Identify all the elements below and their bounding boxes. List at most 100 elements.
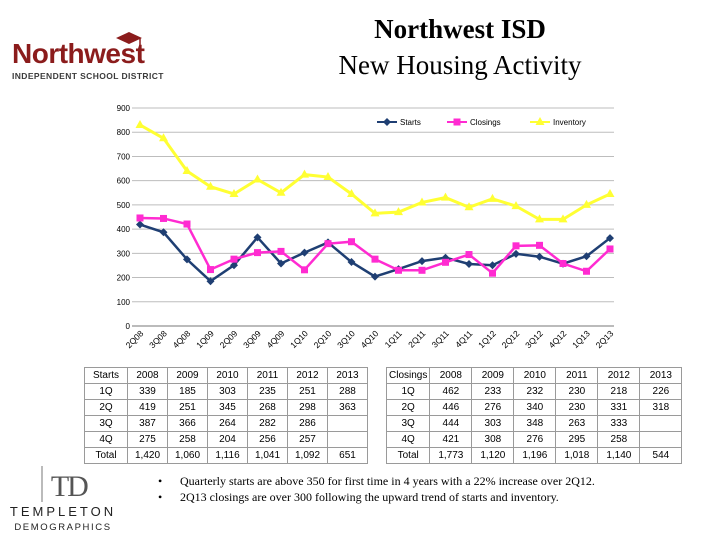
table-cell: 288 bbox=[327, 383, 368, 400]
demographics-word: DEMOGRAPHICS bbox=[14, 522, 112, 533]
data-point bbox=[441, 192, 450, 201]
y-tick-label: 600 bbox=[117, 177, 131, 186]
data-point bbox=[418, 266, 426, 274]
y-tick-label: 0 bbox=[126, 322, 131, 331]
data-point bbox=[371, 255, 379, 263]
data-point bbox=[348, 238, 355, 246]
table-cell: 2012 bbox=[597, 367, 641, 384]
table-cell: 2009 bbox=[471, 367, 515, 384]
note-text: 2Q13 closings are over 300 following the… bbox=[180, 490, 559, 504]
data-point bbox=[489, 269, 496, 277]
data-point bbox=[394, 207, 403, 216]
table-cell bbox=[639, 431, 683, 448]
table-row: 2Q 419 251 345 268 298 363 bbox=[84, 399, 368, 416]
data-point bbox=[207, 266, 214, 274]
table-cell: 1,041 bbox=[247, 447, 288, 464]
x-tick-label: 3Q12 bbox=[523, 328, 545, 350]
table-cell: 2013 bbox=[639, 367, 683, 384]
data-point bbox=[159, 228, 168, 237]
table-cell: 1,196 bbox=[513, 447, 557, 464]
data-point bbox=[511, 201, 521, 210]
table-cell: 366 bbox=[167, 415, 208, 432]
legend-item: Starts bbox=[377, 118, 421, 127]
table-cell: 226 bbox=[639, 383, 683, 400]
table-cell: 544 bbox=[639, 447, 683, 464]
note-item: • 2Q13 closings are over 300 following t… bbox=[140, 489, 710, 505]
table-cell: 264 bbox=[207, 415, 248, 432]
table-cell: 256 bbox=[247, 431, 288, 448]
x-tick-label: 2Q12 bbox=[500, 328, 522, 350]
table-cell: 2Q bbox=[84, 399, 128, 416]
table-cell: 286 bbox=[287, 415, 328, 432]
legend-label: Inventory bbox=[553, 118, 586, 127]
table-cell: Starts bbox=[84, 367, 128, 384]
table-cell: 4Q bbox=[385, 431, 431, 448]
data-point bbox=[300, 169, 309, 178]
data-point bbox=[229, 188, 239, 197]
x-tick-label: 1Q12 bbox=[476, 328, 498, 350]
templeton-logo: T D TEMPLETON DEMOGRAPHICS bbox=[8, 462, 118, 538]
x-tick-label: 2Q11 bbox=[406, 328, 428, 350]
x-tick-label: 4Q11 bbox=[453, 328, 475, 350]
table-cell: 2011 bbox=[247, 367, 288, 384]
table-header-row: Starts 2008 2009 2010 2011 2012 2013 bbox=[84, 367, 368, 384]
table-row: 3Q 444 303 348 263 333 bbox=[385, 415, 683, 432]
table-cell: 276 bbox=[513, 431, 557, 448]
td-monogram-icon: T D bbox=[41, 466, 89, 503]
table-cell: 232 bbox=[513, 383, 557, 400]
data-point bbox=[606, 234, 614, 243]
y-tick-label: 300 bbox=[117, 249, 131, 258]
logo-subtitle: INDEPENDENT SCHOOL DISTRICT bbox=[12, 71, 164, 81]
table-cell bbox=[639, 415, 683, 432]
data-point bbox=[395, 266, 402, 274]
table-cell: 419 bbox=[127, 399, 168, 416]
legend-item: Inventory bbox=[530, 117, 586, 127]
data-point bbox=[488, 261, 497, 270]
data-point bbox=[370, 208, 380, 217]
table-cell: 275 bbox=[127, 431, 168, 448]
table-cell: 651 bbox=[327, 447, 368, 464]
table-cell: 2008 bbox=[127, 367, 168, 384]
table-cell: Total bbox=[385, 447, 431, 464]
x-tick-label: 2Q08 bbox=[124, 328, 146, 350]
table-cell: 2013 bbox=[327, 367, 368, 384]
x-tick-label: 3Q11 bbox=[430, 328, 452, 350]
data-point bbox=[512, 249, 520, 258]
table-cell: 276 bbox=[471, 399, 515, 416]
data-point bbox=[206, 277, 215, 286]
data-point bbox=[300, 248, 309, 257]
table-cell: 1,092 bbox=[287, 447, 328, 464]
data-point bbox=[465, 251, 473, 259]
notes-list: • Quarterly starts are above 350 for fir… bbox=[140, 473, 710, 505]
note-text: Quarterly starts are above 350 for first… bbox=[180, 474, 595, 488]
table-cell: 258 bbox=[167, 431, 208, 448]
note-item: • Quarterly starts are above 350 for fir… bbox=[140, 473, 710, 489]
table-cell: 1,420 bbox=[127, 447, 168, 464]
x-tick-label: 3Q10 bbox=[335, 328, 357, 350]
x-tick-label: 1Q13 bbox=[570, 328, 592, 350]
data-point bbox=[605, 188, 615, 197]
table-header-row: Closings 2008 2009 2010 2011 2012 2013 bbox=[385, 367, 683, 384]
data-point bbox=[418, 257, 426, 266]
x-tick-label: 1Q10 bbox=[288, 328, 310, 350]
data-point bbox=[159, 133, 168, 142]
data-point bbox=[512, 242, 520, 250]
x-tick-label: 3Q08 bbox=[147, 328, 169, 350]
data-point bbox=[160, 214, 167, 222]
table-cell: 298 bbox=[287, 399, 328, 416]
table-cell: 387 bbox=[127, 415, 168, 432]
table-cell: 1,060 bbox=[167, 447, 208, 464]
table-cell: 2010 bbox=[513, 367, 557, 384]
series-closings bbox=[136, 214, 614, 277]
table-cell: 235 bbox=[247, 383, 288, 400]
x-tick-label: 2Q13 bbox=[594, 328, 616, 350]
table-cell: 2009 bbox=[167, 367, 208, 384]
data-point bbox=[442, 258, 449, 266]
table-cell: 251 bbox=[167, 399, 208, 416]
x-tick-label: 2Q10 bbox=[312, 328, 334, 350]
table-cell: 263 bbox=[555, 415, 599, 432]
x-tick-label: 4Q09 bbox=[265, 328, 287, 350]
table-cell: 268 bbox=[247, 399, 288, 416]
data-point bbox=[183, 220, 191, 228]
